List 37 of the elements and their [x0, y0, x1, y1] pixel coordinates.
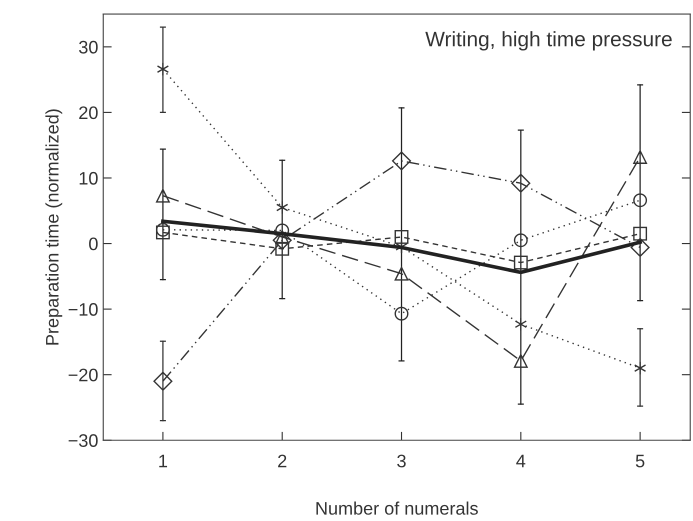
- x-axis-title: Number of numerals: [316, 502, 478, 515]
- y-tick-label: −20: [68, 368, 98, 382]
- x-tick-label: 2: [278, 454, 286, 468]
- y-tick-label: 30: [79, 40, 98, 54]
- point: [156, 62, 170, 76]
- y-tick-label: 20: [79, 106, 98, 120]
- point: [630, 238, 650, 258]
- x-tick-label: 3: [397, 454, 406, 468]
- point: [511, 174, 530, 193]
- point: [392, 151, 412, 170]
- point: [514, 233, 528, 248]
- point: [633, 226, 648, 241]
- point: [514, 256, 528, 270]
- point: [514, 317, 527, 332]
- x-tick-label: 1: [159, 454, 168, 468]
- point: [634, 361, 646, 376]
- y-tick-label: −30: [68, 434, 98, 447]
- x-tick-label: 5: [636, 454, 644, 468]
- point: [633, 193, 648, 208]
- point: [153, 372, 172, 391]
- point: [514, 354, 528, 368]
- point: [156, 188, 170, 203]
- point: [394, 306, 408, 321]
- point: [394, 230, 408, 244]
- point: [156, 225, 170, 240]
- point: [156, 222, 170, 237]
- y-axis-title: Preparation time (normalized): [45, 109, 62, 345]
- text: Writing, high time pressure: [425, 31, 672, 51]
- point: [394, 266, 408, 281]
- point: [633, 150, 648, 164]
- y-tick-label: 0: [89, 237, 98, 250]
- point: [276, 200, 288, 214]
- y-tick-label: −10: [68, 303, 98, 316]
- x-tick-label: 4: [516, 454, 526, 468]
- y-tick-label: 10: [80, 172, 98, 185]
- point: [275, 242, 290, 256]
- point: [272, 230, 292, 250]
